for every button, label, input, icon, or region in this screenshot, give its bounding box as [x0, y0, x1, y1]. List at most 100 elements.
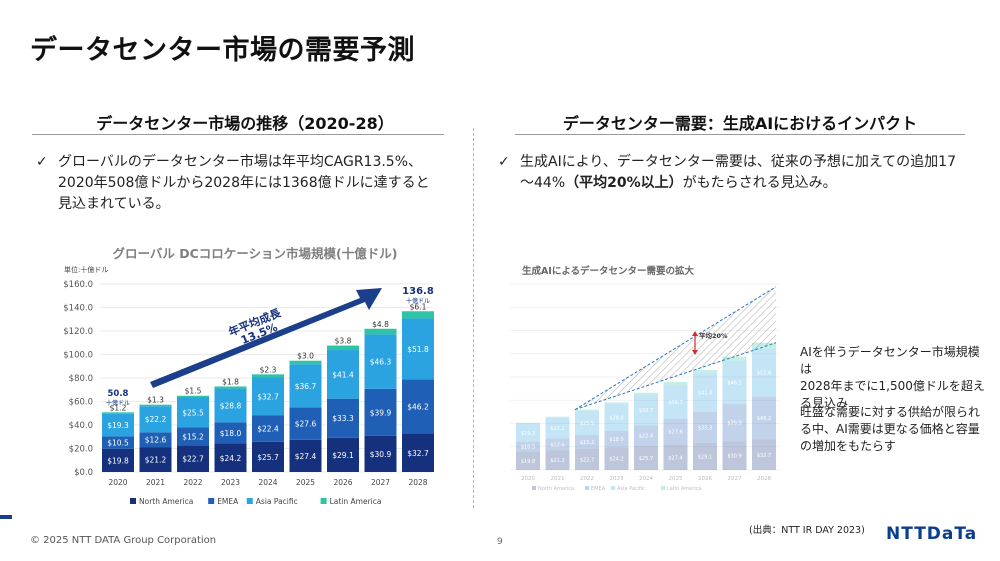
y-tick-label: $80.0: [69, 374, 93, 384]
data-label: $51.8: [757, 371, 771, 377]
bar-segment: [604, 447, 629, 470]
x-tick-label: 2021: [146, 478, 165, 487]
data-label: $32.7: [407, 449, 429, 458]
bar-segment: [663, 444, 688, 470]
bar-segment: [402, 318, 434, 380]
legend-swatch: [320, 498, 327, 504]
note-line: る中、AI需要は更なる価格と容量: [800, 422, 980, 436]
data-label: $27.4: [295, 452, 317, 461]
bar-segment: [693, 442, 717, 470]
x-tick-label: 2027: [728, 476, 742, 482]
left-bullet-line: 2020年508億ドルから2028年には1368億ドルに達すると: [58, 175, 430, 191]
bar-segment: [177, 427, 209, 446]
bar-segment: [604, 402, 629, 404]
bar-segment: [327, 398, 359, 438]
data-label: $32.7: [757, 453, 771, 459]
start-total-label: 50.8: [108, 389, 129, 399]
bar-segment: [402, 379, 434, 434]
x-tick-label: 2026: [698, 476, 712, 482]
legend-label: North America: [538, 486, 574, 492]
data-label: $4.8: [372, 320, 389, 329]
bar-segment: [575, 434, 599, 449]
ntt-data-logo: NTTDaTa: [886, 524, 978, 544]
x-tick-label: 2024: [639, 476, 653, 482]
data-label: $28.8: [609, 415, 623, 421]
y-tick-label: $0.0: [74, 468, 93, 478]
bar-segment: [722, 361, 747, 405]
x-tick-label: 2023: [610, 476, 624, 482]
bar-segment: [289, 439, 322, 472]
data-label: $3.0: [297, 352, 314, 361]
bar-segment: [663, 381, 688, 385]
note-line: る見込み: [800, 396, 849, 410]
bar-segment: [604, 430, 629, 448]
bar-segment: [545, 416, 570, 418]
data-label: $32.7: [257, 392, 279, 401]
unit-label: 単位:十億ドル: [64, 265, 108, 274]
data-label: $36.7: [668, 400, 682, 406]
legend-label: Latin America: [667, 486, 702, 492]
bar-segment: [289, 407, 322, 440]
data-label: $39.9: [727, 421, 741, 427]
data-label: $21.2: [145, 456, 167, 465]
bar-segment: [327, 437, 359, 472]
chart-title: 生成AIによるデータセンター需要の拡大: [522, 265, 695, 277]
right-heading-rule: [515, 134, 965, 135]
note-line: AIを伴うデータセンター市場規模は: [800, 345, 980, 376]
bar-segment: [575, 409, 599, 412]
x-tick-label: 2025: [669, 476, 683, 482]
data-label: $22.4: [257, 425, 279, 434]
note-line: の増加をもたらす: [800, 439, 896, 453]
right-section-heading: データセンター需要：生成AIにおけるインパクト: [562, 114, 918, 133]
legend-swatch: [611, 486, 615, 490]
bar-segment: [575, 448, 599, 470]
bar-segment: [516, 451, 540, 470]
legend-label: Asia Pacific: [617, 486, 645, 492]
bar-segment: [752, 348, 776, 397]
data-label: $28.8: [220, 401, 242, 410]
data-label: $19.8: [107, 456, 129, 465]
data-label: $1.3: [147, 396, 164, 405]
bar-segment: [289, 360, 322, 365]
y-tick-label: $140.0: [63, 304, 93, 314]
bar-segment: [102, 412, 134, 414]
x-tick-label: 2027: [371, 478, 390, 487]
note-line: 旺盛な需要に対する供給が限られ: [800, 405, 981, 419]
bar-segment: [252, 374, 284, 378]
start-total-unit: 十億ドル: [106, 399, 130, 407]
right-bullet-emphasis: （平均20%以上）: [565, 175, 683, 191]
right-bullet-text: 生成AIにより、データセンター需要は、従来の予想に加えての追加17 ～44%（平…: [520, 152, 956, 194]
x-tick-label: 2024: [258, 478, 277, 487]
data-label: $10.5: [521, 445, 535, 451]
bar-segment: [214, 388, 247, 423]
data-label: $1.8: [222, 377, 239, 386]
bar-segment: [634, 425, 658, 447]
data-label: $51.8: [407, 345, 429, 354]
bar-segment: [139, 432, 172, 448]
data-label: $25.5: [182, 408, 204, 417]
right-bullet: ✓ 生成AIにより、データセンター需要は、従来の予想に加えての追加17 ～44%…: [498, 152, 978, 196]
bar-segment: [252, 377, 284, 416]
data-label: $46.2: [407, 402, 429, 411]
x-tick-label: 2025: [296, 478, 315, 487]
bar-segment: [139, 406, 172, 433]
data-label: $33.3: [698, 425, 712, 431]
note-line: 2028年までに1,500億ドルを超え: [800, 379, 985, 393]
left-bullet-line: グローバルのデータセンター市場は年平均CAGR13.5%、: [58, 154, 423, 170]
data-label: $19.3: [107, 421, 129, 430]
bar-segment: [722, 404, 747, 442]
left-bullet-text: グローバルのデータセンター市場は年平均CAGR13.5%、 2020年508億ド…: [58, 152, 430, 215]
data-label: $22.7: [580, 457, 594, 463]
data-label: $33.3: [332, 414, 354, 423]
bar-segment: [516, 441, 540, 452]
data-label: $19.3: [521, 431, 535, 437]
data-label: $27.4: [668, 455, 682, 461]
bar-segment: [364, 435, 397, 472]
bar-segment: [364, 328, 397, 335]
data-label: $41.4: [332, 370, 354, 379]
bar-segment: [327, 345, 359, 351]
data-label: $30.9: [727, 454, 741, 460]
bar-segment: [139, 447, 172, 472]
chart-title: グローバル DCコロケーション市場規模(十億ドル): [113, 246, 398, 261]
bar-segment: [545, 438, 570, 451]
